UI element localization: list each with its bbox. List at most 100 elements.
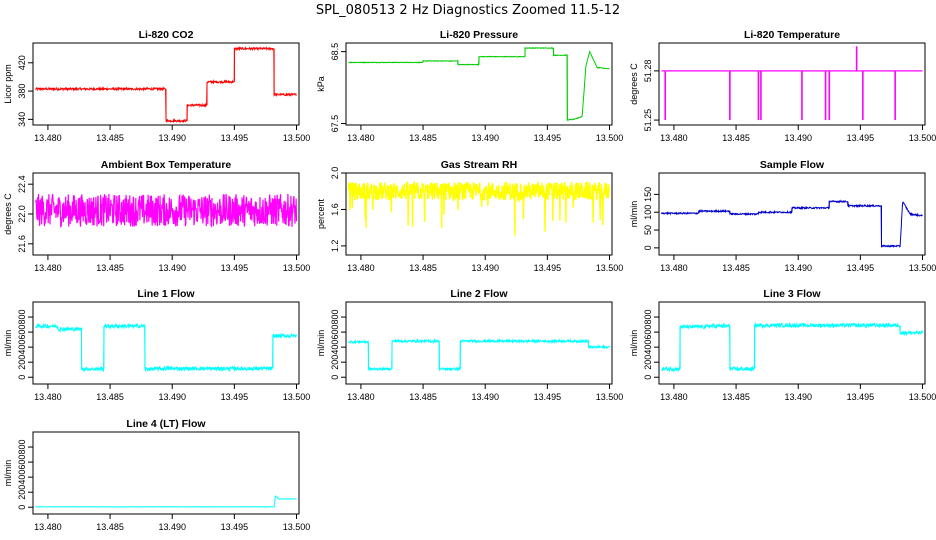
panel-title: Ambient Box Temperature	[101, 159, 232, 171]
series-7	[35, 322, 297, 373]
y-tick-label: 0	[17, 375, 27, 380]
x-tick-label: 13.490	[158, 133, 186, 143]
y-axis-label: ml/min	[629, 201, 639, 228]
panel-9: Line 3 Flow 13.480 13.485 13.490 13.495 13.50…	[629, 288, 936, 402]
panel-title: Line 1 Flow	[137, 288, 195, 300]
x-tick-label: 13.495	[221, 392, 249, 402]
x-tick-label: 13.495	[847, 263, 875, 273]
panel-10: Line 4 (LT) Flow 13.480 13.485 13.490 13.495…	[3, 418, 310, 532]
y-axis-label: ml/min	[3, 330, 13, 357]
panel-title: Li-820 CO2	[139, 29, 194, 41]
panel-title: Gas Stream RH	[441, 159, 517, 171]
figure-title: SPL_080513 2 Hz Diagnostics Zoomed 11.5-…	[315, 3, 621, 18]
y-axis-label: Licor ppm	[3, 64, 13, 104]
x-tick-label: 13.500	[909, 392, 936, 402]
y-axis-label: percent	[316, 198, 326, 229]
x-tick-label: 13.485	[409, 392, 437, 402]
panel-1: Li-820 CO2 13.480 13.485 13.490 13.495 13.500…	[3, 29, 310, 143]
y-tick-label: 600	[643, 325, 653, 340]
series-1	[35, 45, 297, 124]
y-tick-label: 0	[330, 375, 340, 380]
series-2	[348, 46, 610, 122]
y-tick-label: 1.2	[330, 240, 340, 253]
plot-frame	[658, 172, 926, 256]
y-tick-label: 800	[17, 310, 27, 325]
x-tick-label: 13.480	[34, 263, 62, 273]
x-tick-label: 13.480	[347, 263, 375, 273]
y-tick-label: 21.6	[17, 235, 27, 253]
series-9	[661, 321, 923, 373]
x-tick-label: 13.500	[283, 263, 311, 273]
y-tick-label: 200	[17, 355, 27, 370]
x-tick-label: 13.490	[784, 133, 812, 143]
panel-title: Sample Flow	[760, 159, 825, 171]
series-line	[661, 321, 923, 373]
x-tick-label: 13.490	[158, 392, 186, 402]
x-tick-label: 13.495	[221, 133, 249, 143]
panel-title: Line 4 (LT) Flow	[126, 418, 206, 430]
series-line	[35, 322, 297, 373]
series-5	[347, 180, 610, 236]
panel-4: Ambient Box Temperature 13.480 13.485 13.49…	[3, 159, 310, 273]
x-tick-label: 13.495	[221, 522, 249, 532]
y-tick-label: 0	[643, 245, 653, 250]
x-tick-label: 13.500	[283, 133, 311, 143]
y-axis-label: degrees C	[3, 193, 13, 235]
panel-title: Li-820 Temperature	[744, 29, 840, 41]
x-tick-label: 13.500	[596, 263, 624, 273]
y-tick-label: 22.0	[17, 205, 27, 223]
x-tick-label: 13.490	[784, 263, 812, 273]
x-tick-label: 13.480	[34, 392, 62, 402]
y-tick-label: 340	[17, 112, 27, 127]
plot-frame	[345, 172, 613, 256]
y-tick-label: 380	[17, 84, 27, 99]
x-tick-label: 13.490	[784, 392, 812, 402]
x-tick-label: 13.495	[534, 392, 562, 402]
x-tick-label: 13.485	[96, 522, 124, 532]
x-tick-label: 13.495	[221, 263, 249, 273]
x-tick-label: 13.495	[534, 133, 562, 143]
x-tick-label: 13.485	[722, 392, 750, 402]
x-tick-label: 13.480	[347, 392, 375, 402]
x-tick-label: 13.500	[283, 392, 311, 402]
series-line	[348, 338, 610, 372]
y-tick-label: 400	[643, 340, 653, 355]
y-tick-label: 800	[17, 440, 27, 455]
panel-title: Line 3 Flow	[763, 288, 821, 300]
y-tick-label: 400	[330, 340, 340, 355]
y-tick-label: 51.25	[643, 109, 653, 132]
y-axis-label: ml/min	[3, 460, 13, 487]
series-3	[661, 46, 923, 121]
panel-6: Sample Flow 13.480 13.485 13.490 13.495 13.50…	[629, 159, 936, 273]
y-tick-label: 2.0	[330, 167, 340, 180]
x-tick-label: 13.490	[158, 263, 186, 273]
y-tick-label: 1.6	[330, 203, 340, 216]
y-tick-label: 100	[643, 205, 653, 220]
panel-title: Li-820 Pressure	[440, 29, 518, 41]
y-tick-label: 600	[17, 455, 27, 470]
y-axis-label: ml/min	[629, 330, 639, 357]
x-tick-label: 13.490	[471, 392, 499, 402]
panel-3: Li-820 Temperature 13.480 13.485 13.490 13.4…	[629, 29, 936, 143]
y-axis-label: ml/min	[316, 330, 326, 357]
x-tick-label: 13.485	[722, 263, 750, 273]
y-tick-label: 800	[330, 310, 340, 325]
series-line	[661, 199, 923, 249]
x-tick-label: 13.480	[347, 133, 375, 143]
y-tick-label: 150	[643, 187, 653, 202]
y-axis-label: degrees C	[629, 63, 639, 105]
x-tick-label: 13.485	[96, 263, 124, 273]
x-tick-label: 13.480	[34, 133, 62, 143]
plot-frame	[32, 42, 300, 126]
panel-5: Gas Stream RH 13.480 13.485 13.490 13.495 13.…	[316, 159, 623, 273]
y-tick-label: 0	[17, 505, 27, 510]
x-tick-label: 13.480	[660, 263, 688, 273]
y-tick-label: 51.28	[643, 60, 653, 83]
x-tick-label: 13.485	[409, 263, 437, 273]
series-6	[661, 199, 923, 249]
y-tick-label: 22.4	[17, 175, 27, 193]
plot-frame	[658, 301, 926, 385]
panel-7: Line 1 Flow 13.480 13.485 13.490 13.495 13.50…	[3, 288, 310, 402]
y-tick-label: 600	[17, 325, 27, 340]
